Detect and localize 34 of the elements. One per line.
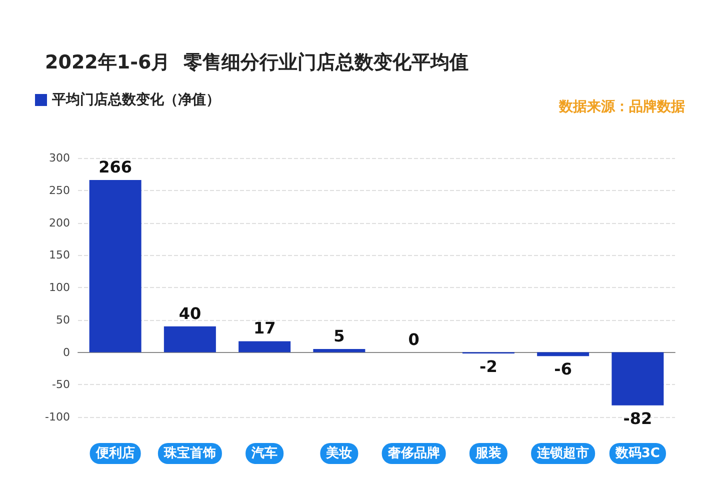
data-label: -82 bbox=[623, 408, 652, 428]
bar bbox=[238, 341, 291, 352]
data-label: 40 bbox=[178, 304, 202, 323]
bar bbox=[164, 326, 216, 352]
x-tick-label: 珠宝首饰 bbox=[162, 445, 216, 461]
y-tick-label: 200 bbox=[49, 216, 70, 230]
source-note: 数据来源：品牌数据 bbox=[558, 99, 685, 115]
y-tick-label: 0 bbox=[63, 346, 70, 359]
x-tick-label: 奢侈品牌 bbox=[386, 445, 440, 461]
x-tick-label: 汽车 bbox=[250, 445, 278, 461]
y-tick-label: 250 bbox=[49, 184, 70, 197]
data-label: 0 bbox=[408, 330, 420, 349]
y-tick-label: -100 bbox=[45, 410, 70, 424]
y-tick-label: 50 bbox=[56, 313, 70, 326]
y-tick-label: 100 bbox=[49, 281, 70, 294]
chart-title: 2022年1-6月 零售细分行业门店总数变化平均值 bbox=[45, 52, 468, 74]
x-tick-label: 美妆 bbox=[325, 445, 352, 461]
y-tick-label: 150 bbox=[49, 248, 70, 262]
y-tick-label: -50 bbox=[52, 378, 70, 392]
x-tick-label: 数码3C bbox=[614, 446, 660, 461]
data-label: -2 bbox=[480, 357, 498, 376]
data-label: 17 bbox=[253, 318, 276, 338]
x-tick-label: 连锁超市 bbox=[536, 445, 590, 461]
bar bbox=[313, 349, 366, 352]
y-tick-label: 300 bbox=[49, 152, 70, 164]
x-tick-label: 服装 bbox=[474, 446, 502, 461]
data-label: 266 bbox=[98, 158, 132, 177]
bar bbox=[612, 352, 664, 406]
data-label: -6 bbox=[554, 360, 572, 379]
legend-label: 平均门店总数变化（净值） bbox=[51, 91, 220, 108]
bar bbox=[89, 180, 142, 352]
x-tick-label: 便利店 bbox=[94, 445, 135, 461]
data-label: 5 bbox=[334, 326, 345, 346]
bar bbox=[537, 352, 590, 356]
